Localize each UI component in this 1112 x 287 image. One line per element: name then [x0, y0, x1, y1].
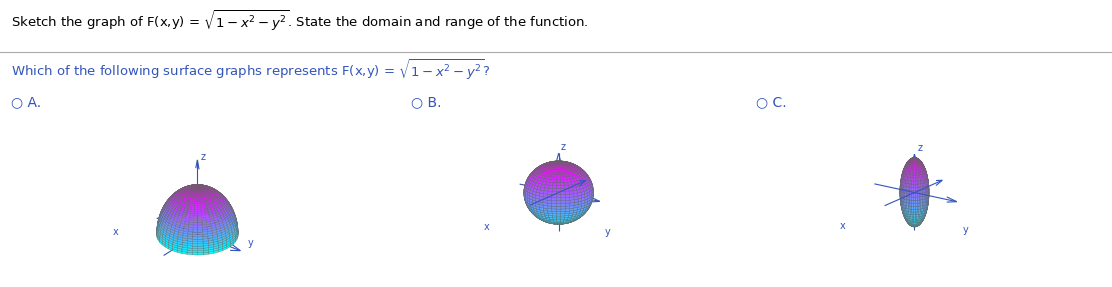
Text: ○ B.: ○ B. [411, 95, 441, 109]
Text: ○ C.: ○ C. [756, 95, 787, 109]
Text: ○ A.: ○ A. [11, 95, 41, 109]
Text: Sketch the graph of F(x,y) = $\sqrt{1-x^2-y^2}$. State the domain and range of t: Sketch the graph of F(x,y) = $\sqrt{1-x^… [11, 9, 588, 33]
Text: Which of the following surface graphs represents F(x,y) = $\sqrt{1-x^2-y^2}$?: Which of the following surface graphs re… [11, 57, 490, 82]
